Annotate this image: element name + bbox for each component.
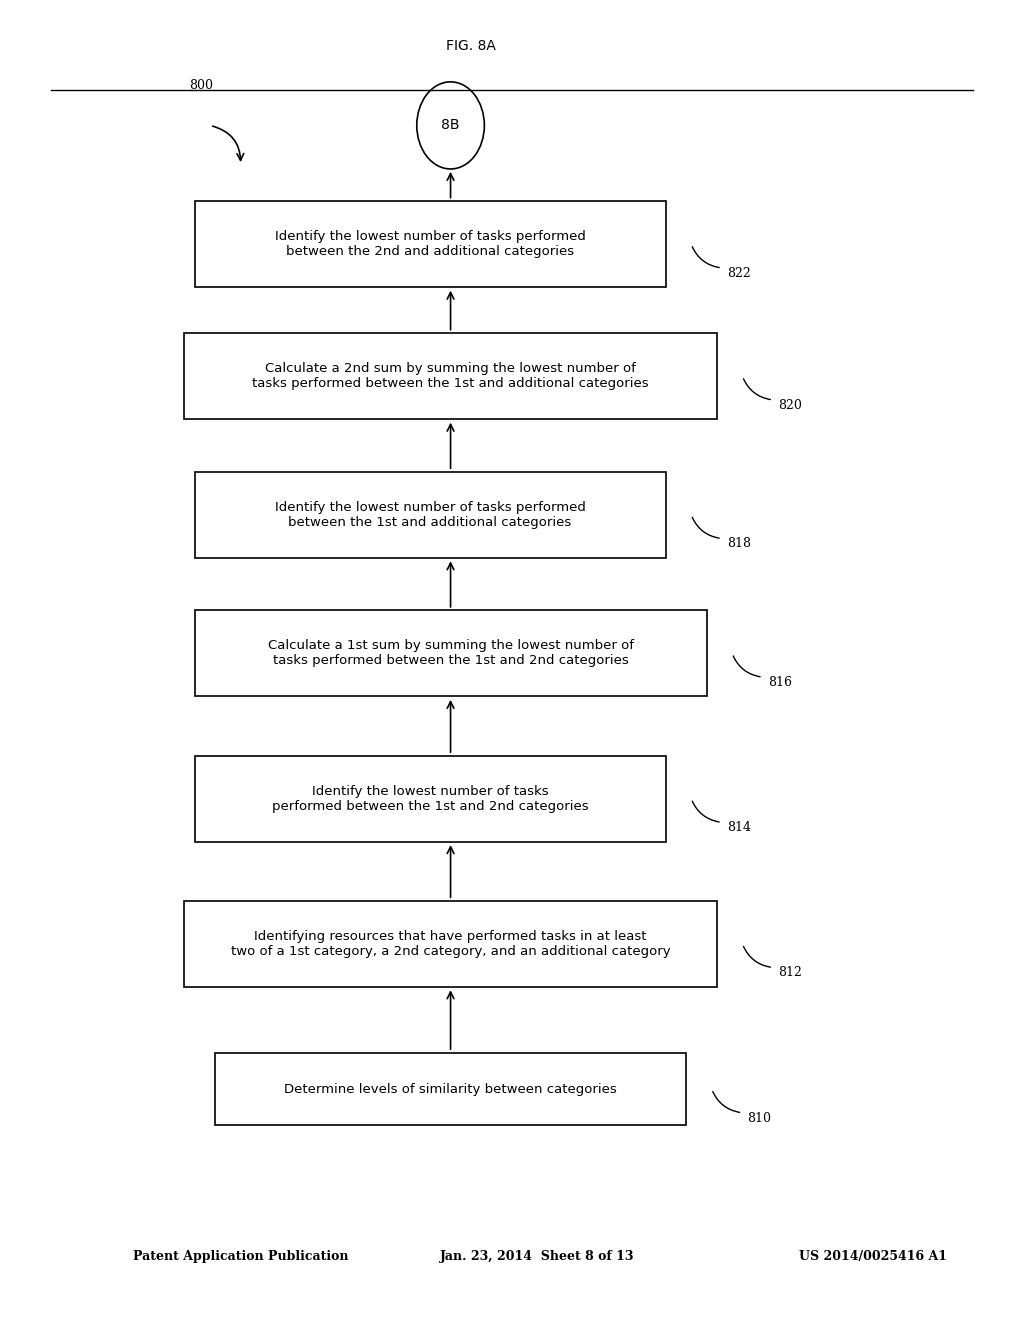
Text: Identify the lowest number of tasks
performed between the 1st and 2nd categories: Identify the lowest number of tasks perf…: [271, 784, 589, 813]
Text: FIG. 8A: FIG. 8A: [446, 40, 496, 53]
FancyBboxPatch shape: [195, 755, 666, 842]
Text: Calculate a 1st sum by summing the lowest number of
tasks performed between the : Calculate a 1st sum by summing the lowes…: [267, 639, 634, 668]
Text: 822: 822: [727, 267, 751, 280]
Text: Jan. 23, 2014  Sheet 8 of 13: Jan. 23, 2014 Sheet 8 of 13: [440, 1250, 635, 1263]
Text: Identify the lowest number of tasks performed
between the 2nd and additional cat: Identify the lowest number of tasks perf…: [274, 230, 586, 259]
Text: Identifying resources that have performed tasks in at least
two of a 1st categor: Identifying resources that have performe…: [230, 929, 671, 958]
Text: 820: 820: [778, 399, 802, 412]
Text: 816: 816: [768, 676, 792, 689]
FancyBboxPatch shape: [184, 902, 717, 987]
Text: 8B: 8B: [441, 119, 460, 132]
Text: US 2014/0025416 A1: US 2014/0025416 A1: [799, 1250, 947, 1263]
Text: 810: 810: [748, 1111, 771, 1125]
FancyBboxPatch shape: [195, 202, 666, 288]
FancyBboxPatch shape: [195, 610, 707, 697]
Text: Patent Application Publication: Patent Application Publication: [133, 1250, 348, 1263]
Text: 812: 812: [778, 966, 802, 979]
Text: 800: 800: [189, 79, 213, 92]
Text: Identify the lowest number of tasks performed
between the 1st and additional cat: Identify the lowest number of tasks perf…: [274, 500, 586, 529]
Text: 818: 818: [727, 537, 751, 550]
FancyBboxPatch shape: [215, 1053, 686, 1125]
FancyBboxPatch shape: [184, 333, 717, 420]
Text: Determine levels of similarity between categories: Determine levels of similarity between c…: [285, 1082, 616, 1096]
FancyBboxPatch shape: [195, 471, 666, 557]
Text: Calculate a 2nd sum by summing the lowest number of
tasks performed between the : Calculate a 2nd sum by summing the lowes…: [252, 362, 649, 391]
Text: 814: 814: [727, 821, 751, 834]
